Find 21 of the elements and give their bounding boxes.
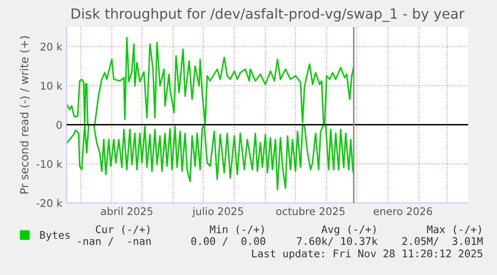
text: Cur (-/+): [96, 225, 150, 234]
y-axis-title: Pr second read (-) / write (+): [20, 36, 30, 194]
x-tick-label: octubre 2025: [276, 207, 344, 216]
text: Avg (-/+): [321, 225, 376, 236]
text: Max (-/+): [427, 225, 481, 234]
text: -nan / -nan: [78, 237, 151, 246]
y-tick-label: -20 k: [36, 198, 62, 208]
x-tick-label: julio 2025: [192, 207, 244, 218]
y-tick-label: 20 k: [40, 42, 62, 51]
text: 0.00 / 0.00: [191, 237, 266, 246]
y-tick-label: 0: [56, 120, 62, 129]
x-tick-label: abril 2025: [101, 207, 152, 216]
legend-label: Bytes: [40, 231, 70, 241]
x-tick-label: enero 2026: [374, 207, 432, 216]
chart-title: Disk throughput for /dev/asfalt-prod-vg/swap_1 - by year: [72, 8, 464, 22]
text: 7.60k/ 10.37k: [296, 236, 378, 246]
text: Last update: Fri Nov 28 11:20:12 2025: [252, 249, 482, 260]
text: Min (-/+): [210, 225, 264, 234]
y-tick-label: 10 k: [40, 82, 62, 90]
y-tick-label: -10 k: [36, 160, 62, 168]
text: 2.05M/ 3.01M: [402, 237, 483, 246]
